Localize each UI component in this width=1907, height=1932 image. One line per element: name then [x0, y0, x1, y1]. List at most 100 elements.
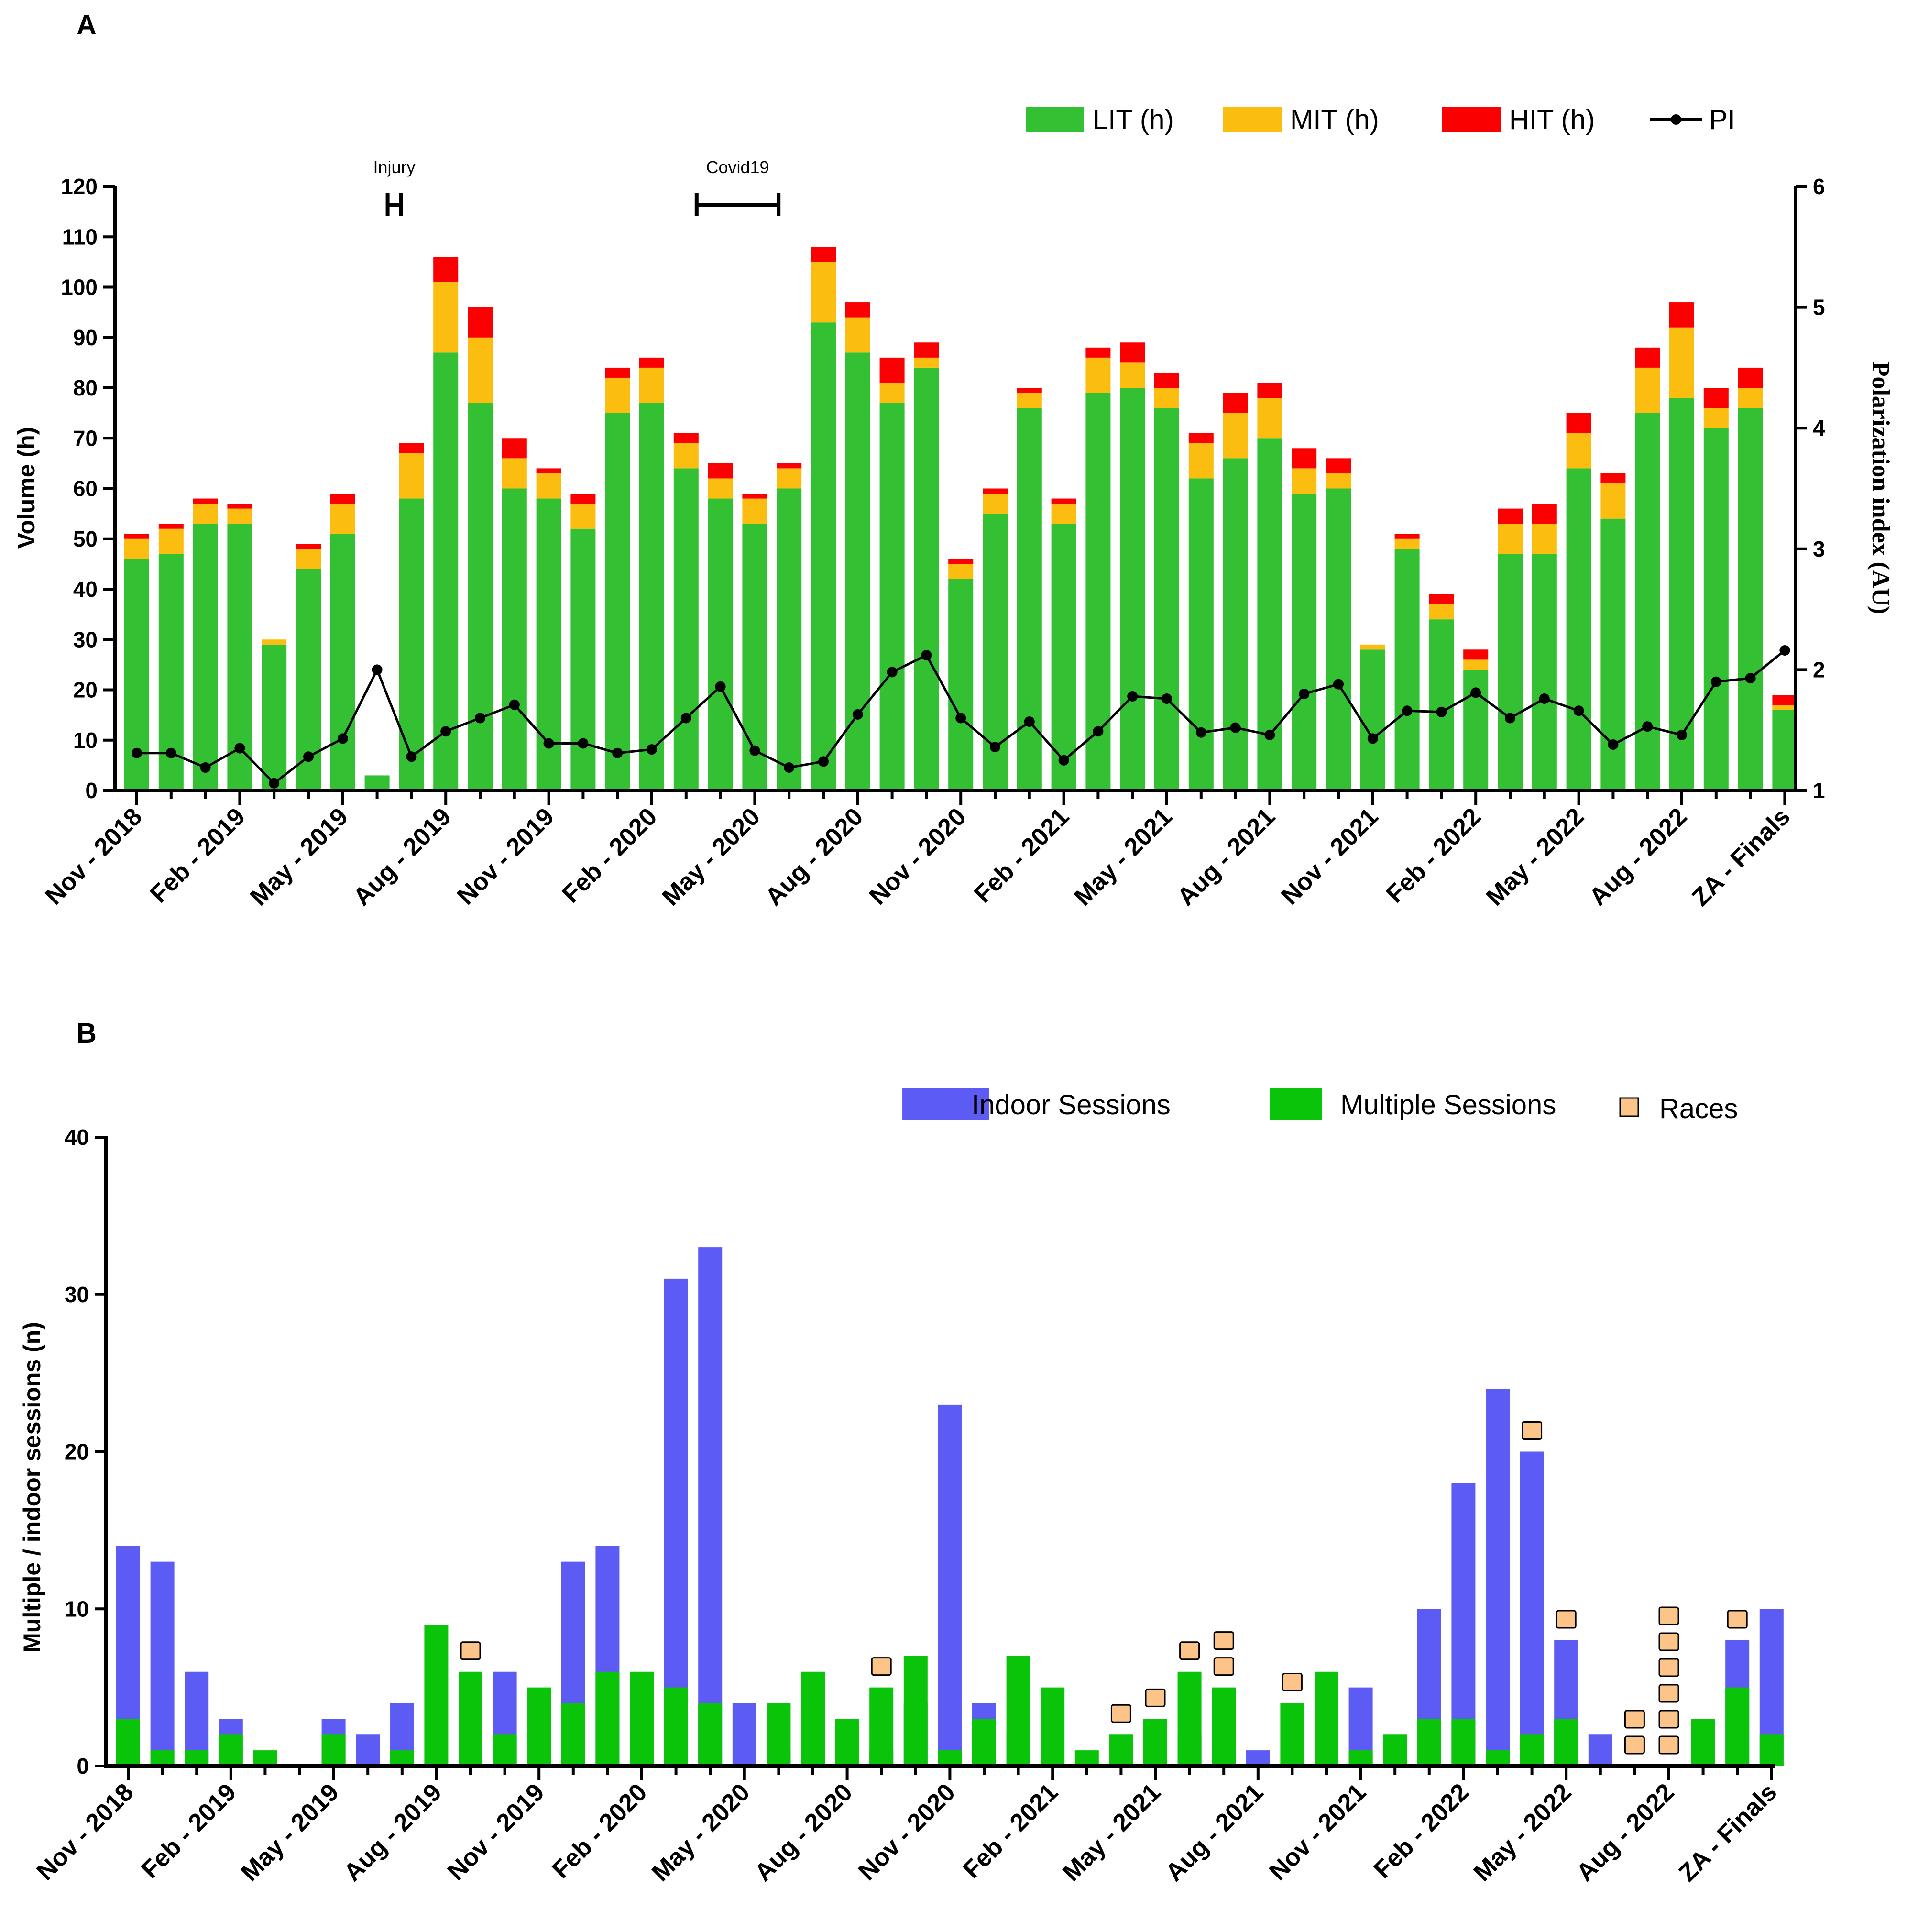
bar-multiple: [493, 1734, 517, 1766]
x-tick-label: May - 2020: [657, 802, 766, 911]
bar-mit: [502, 458, 527, 489]
race-marker: [1658, 1710, 1679, 1729]
bar-hit: [296, 544, 321, 549]
bar-multiple: [972, 1719, 996, 1766]
y2-tick-label: 2: [1813, 657, 1825, 682]
bar-hit: [1600, 473, 1626, 483]
y2-tick-label: 1: [1813, 778, 1825, 803]
x-tick-label: May - 2021: [1057, 1778, 1166, 1887]
bar-hit: [502, 438, 527, 459]
bar-hit: [1772, 695, 1797, 705]
bar-mit: [227, 508, 252, 524]
pi-point: [921, 650, 932, 661]
bar-mit: [1772, 705, 1797, 710]
bar-hit: [1120, 342, 1145, 363]
pi-point: [749, 745, 760, 756]
pi-point: [406, 751, 417, 762]
bar-hit: [227, 504, 252, 509]
pi-point: [1573, 705, 1584, 716]
x-tick-label: Nov - 2020: [853, 1778, 961, 1886]
bar-lit: [914, 367, 939, 790]
bar-mit: [1429, 604, 1454, 620]
bar-multiple: [116, 1719, 140, 1766]
legend-mit-label: MIT (h): [1290, 104, 1379, 135]
pi-point: [165, 747, 176, 758]
pi-point: [1642, 721, 1653, 732]
bar-multiple: [1006, 1656, 1030, 1766]
race-marker: [1727, 1610, 1748, 1629]
bar-multiple: [253, 1750, 277, 1766]
bar-lit: [1120, 388, 1145, 790]
bar-lit: [262, 644, 287, 790]
panel-a: A LIT (h) MIT (h) HIT (h) PI Volume (h) …: [13, 10, 1894, 911]
pi-series: [132, 645, 1790, 789]
bar-hit: [708, 463, 733, 479]
y-tick-label: 0: [85, 778, 98, 803]
race-marker: [1145, 1688, 1166, 1707]
bar-indoor: [150, 1561, 175, 1766]
legend-a: LIT (h) MIT (h) HIT (h) PI: [1026, 104, 1735, 135]
x-tick-label: Feb - 2020: [547, 1778, 653, 1884]
bar-hit: [1292, 448, 1317, 469]
bar-mit: [1360, 644, 1385, 650]
legend-multiple-swatch: [1270, 1088, 1322, 1120]
bar-hit: [1017, 388, 1042, 393]
bar-lit: [1326, 488, 1351, 790]
x-tick-label: May - 2019: [245, 802, 353, 911]
bar-lit: [1772, 710, 1797, 790]
bar-hit: [1051, 498, 1076, 504]
bar-multiple: [801, 1671, 825, 1766]
bar-multiple: [1041, 1687, 1065, 1766]
bar-mit: [1120, 362, 1145, 388]
x-tick-label: Aug - 2020: [749, 1778, 858, 1887]
bar-lit: [1188, 478, 1214, 790]
pi-point: [1333, 679, 1344, 690]
bar-multiple: [1383, 1734, 1407, 1766]
x-tick-label: Nov - 2018: [40, 802, 148, 910]
pi-point: [1470, 687, 1481, 698]
pi-point: [200, 762, 211, 773]
pi-point: [647, 744, 657, 755]
bar-mit: [536, 473, 561, 499]
pi-point: [990, 742, 1000, 753]
bar-lit: [879, 403, 905, 790]
bar-mit: [879, 383, 905, 403]
y-tick-label: 10: [73, 728, 98, 753]
bar-lit: [1051, 524, 1076, 790]
pi-point: [440, 726, 451, 737]
bar-multiple: [1759, 1734, 1784, 1766]
legend-races-label: Races: [1659, 1093, 1738, 1124]
bar-mit: [1292, 468, 1317, 494]
y-tick-label: 30: [65, 1282, 89, 1307]
bar-multiple: [1074, 1750, 1099, 1766]
race-marker: [460, 1641, 481, 1660]
x-tick-label: Aug - 2021: [1172, 802, 1281, 911]
pi-point: [303, 751, 314, 762]
bar-multiple: [835, 1719, 859, 1766]
y2-tick-label: 4: [1813, 416, 1825, 440]
bar-multiple: [1520, 1734, 1544, 1766]
y2-tick-label: 3: [1813, 537, 1825, 561]
bar-lit: [1498, 554, 1523, 790]
bar-lit: [1635, 413, 1660, 790]
bar-hit: [1498, 508, 1523, 524]
bar-hit: [845, 302, 870, 318]
bar-multiple: [1348, 1750, 1373, 1766]
pi-point: [578, 738, 589, 749]
race-marker: [1179, 1641, 1200, 1660]
bar-multiple: [390, 1750, 414, 1766]
x-tick-label: May - 2020: [647, 1778, 755, 1887]
bar-hit: [1463, 649, 1489, 660]
bar-hit: [468, 307, 493, 338]
race-marker: [1624, 1735, 1645, 1755]
bar-multiple: [1177, 1671, 1202, 1766]
pi-point: [1779, 645, 1790, 656]
y-tick-label: 100: [61, 275, 98, 300]
bar-mit: [262, 639, 287, 645]
bar-multiple: [1725, 1687, 1750, 1766]
bar-mit: [1188, 443, 1214, 479]
bar-lit: [1292, 494, 1317, 790]
bar-multiple: [424, 1625, 449, 1766]
bar-hit: [193, 498, 218, 504]
